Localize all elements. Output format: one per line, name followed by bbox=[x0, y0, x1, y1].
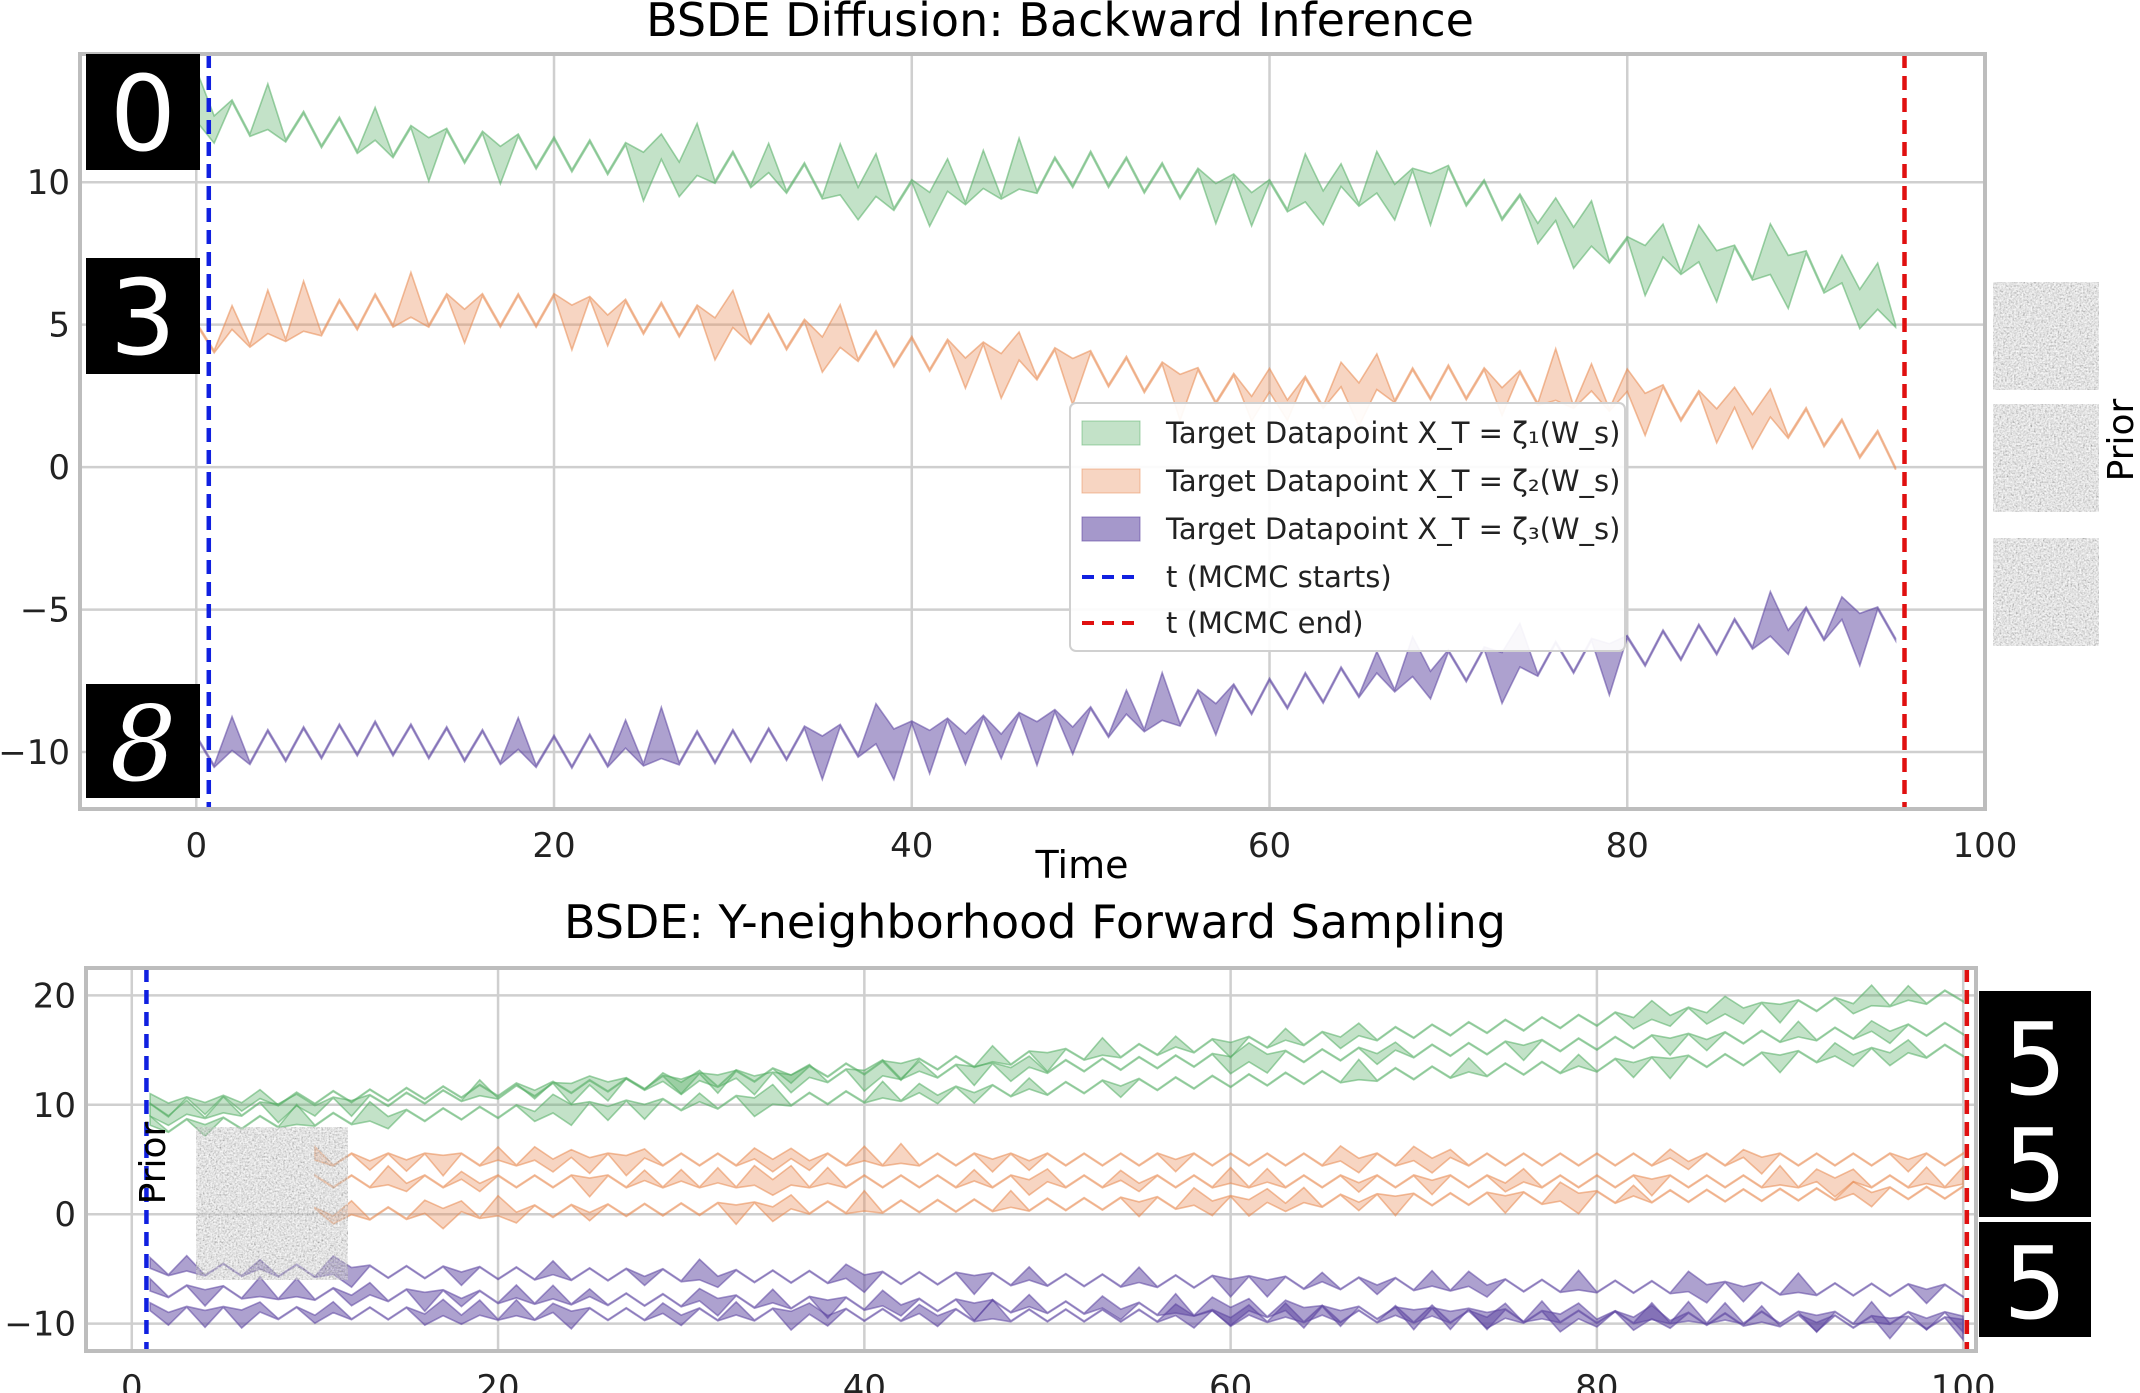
bottom-prior-label: Prior bbox=[133, 1121, 174, 1204]
top-digit-zero-image: 0 bbox=[86, 53, 200, 175]
x-tick-label: 0 bbox=[185, 826, 207, 866]
y-tick-label: −5 bbox=[20, 591, 70, 631]
series-band-3 bbox=[149, 1254, 1964, 1305]
legend-item-series-3: Target Datapoint X_T = ζ₃(W_s) bbox=[1081, 512, 1620, 546]
bottom-series bbox=[144, 968, 1970, 1351]
y-tick-label: 5 bbox=[48, 306, 70, 346]
x-tick-label: 40 bbox=[843, 1368, 886, 1393]
bottom-y-axis: −10 0 10 20 bbox=[4, 976, 76, 1344]
top-digit-three-image: 3 bbox=[86, 257, 200, 379]
y-tick-label: 10 bbox=[27, 163, 70, 203]
svg-text:Target Datapoint X_T = ζ₁(W_s): Target Datapoint X_T = ζ₁(W_s) bbox=[1165, 416, 1620, 450]
bottom-digit-images: 5 5 5 bbox=[1979, 991, 2091, 1342]
svg-text:5: 5 bbox=[2003, 1225, 2067, 1342]
y-tick-label: 0 bbox=[54, 1195, 76, 1235]
svg-text:Target Datapoint X_T = ζ₃(W_s): Target Datapoint X_T = ζ₃(W_s) bbox=[1165, 512, 1620, 546]
legend-item-mcmc-start: t (MCMC starts) bbox=[1082, 560, 1392, 594]
series-band-2 bbox=[314, 1180, 1964, 1230]
top-digit-eight-image: 8 bbox=[86, 683, 200, 805]
bottom-plot-frame bbox=[84, 966, 1978, 1353]
legend-item-mcmc-end: t (MCMC end) bbox=[1082, 606, 1364, 640]
svg-text:t (MCMC end): t (MCMC end) bbox=[1166, 606, 1364, 640]
series-band-1 bbox=[195, 69, 1897, 331]
bottom-prior-noise-image bbox=[196, 1127, 348, 1280]
chart-title-top: BSDE Diffusion: Backward Inference bbox=[646, 0, 1474, 47]
svg-text:8: 8 bbox=[110, 683, 176, 805]
legend-item-series-1: Target Datapoint X_T = ζ₁(W_s) bbox=[1081, 416, 1620, 450]
top-series bbox=[195, 54, 1907, 809]
top-gridlines bbox=[80, 54, 1987, 809]
series-band-3 bbox=[195, 589, 1897, 782]
y-tick-label: 20 bbox=[33, 976, 76, 1016]
x-tick-label: 20 bbox=[476, 1368, 519, 1393]
top-plot-frame bbox=[78, 52, 1987, 811]
series-band-2 bbox=[314, 1164, 1964, 1198]
svg-text:t (MCMC starts): t (MCMC starts) bbox=[1166, 560, 1392, 594]
x-tick-label: 0 bbox=[121, 1368, 143, 1393]
x-tick-label: 40 bbox=[890, 826, 933, 866]
x-tick-label: 100 bbox=[1953, 826, 2018, 866]
svg-text:0: 0 bbox=[110, 53, 176, 175]
svg-text:Target Datapoint X_T = ζ₂(W_s): Target Datapoint X_T = ζ₂(W_s) bbox=[1165, 464, 1620, 498]
y-tick-label: 0 bbox=[48, 448, 70, 488]
x-tick-label: 100 bbox=[1931, 1368, 1996, 1393]
legend-item-series-2: Target Datapoint X_T = ζ₂(W_s) bbox=[1081, 464, 1620, 498]
x-tick-label: 20 bbox=[532, 826, 575, 866]
bottom-x-axis: 0 20 40 60 80 100 bbox=[121, 1368, 1996, 1393]
top-prior-label: Prior bbox=[2101, 398, 2140, 481]
series-band-2 bbox=[314, 1142, 1964, 1177]
top-y-axis: −10 −5 0 5 10 bbox=[0, 163, 70, 773]
y-tick-label: −10 bbox=[0, 733, 70, 773]
x-tick-label: 80 bbox=[1575, 1368, 1618, 1393]
chart-title-bottom: BSDE: Y-neighborhood Forward Sampling bbox=[564, 895, 1506, 949]
x-tick-label: 60 bbox=[1248, 826, 1291, 866]
top-x-axis: 0 20 40 60 80 100 bbox=[185, 826, 2017, 866]
top-legend: Target Datapoint X_T = ζ₁(W_s) Target Da… bbox=[1069, 402, 1626, 652]
series-band-1 bbox=[149, 1038, 1964, 1138]
y-tick-label: 10 bbox=[33, 1086, 76, 1126]
top-x-axis-label: Time bbox=[1035, 843, 1129, 887]
x-tick-label: 80 bbox=[1606, 826, 1649, 866]
series-band-1 bbox=[149, 983, 1964, 1127]
series-band-3 bbox=[149, 1298, 1964, 1335]
series-band-3 bbox=[149, 1275, 1964, 1343]
svg-text:3: 3 bbox=[110, 257, 176, 379]
x-tick-label: 60 bbox=[1209, 1368, 1252, 1393]
top-prior-noise-images bbox=[1993, 282, 2099, 646]
svg-text:5: 5 bbox=[2003, 1001, 2067, 1118]
series-band-2 bbox=[195, 269, 1897, 471]
y-tick-label: −10 bbox=[4, 1305, 76, 1345]
svg-text:5: 5 bbox=[2003, 1107, 2067, 1224]
series-band-1 bbox=[149, 1019, 1964, 1119]
